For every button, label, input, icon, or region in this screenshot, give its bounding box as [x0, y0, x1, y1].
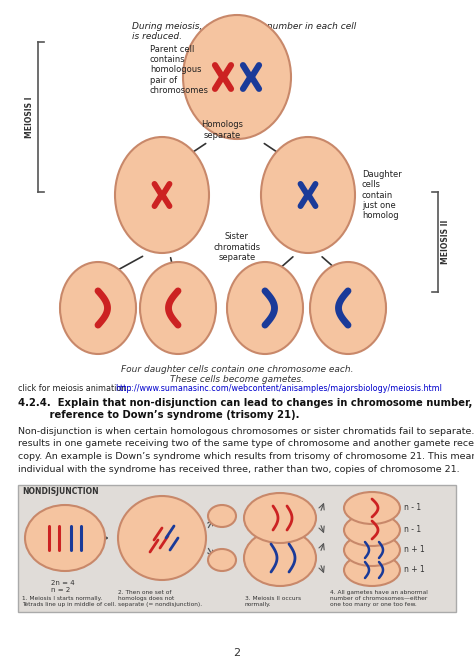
Text: copy. An example is Down’s syndrome which results from trisomy of chromosome 21.: copy. An example is Down’s syndrome whic… — [18, 452, 474, 461]
Text: 3. Meiosis II occurs
normally.: 3. Meiosis II occurs normally. — [245, 596, 301, 607]
Ellipse shape — [244, 530, 316, 586]
Text: MEIOSIS II: MEIOSIS II — [441, 220, 450, 264]
Text: Parent cell
contains
homologous
pair of
chromosomes: Parent cell contains homologous pair of … — [150, 45, 209, 95]
Text: 4. All gametes have an abnormal
number of chromosomes—either
one too many or one: 4. All gametes have an abnormal number o… — [330, 590, 428, 607]
Text: 4.2.4.  Explain that non-disjunction can lead to changes in chromosome number, i: 4.2.4. Explain that non-disjunction can … — [18, 398, 474, 408]
Text: Non-disjunction is when certain homologous chromosomes or sister chromatids fail: Non-disjunction is when certain homologo… — [18, 427, 474, 436]
Ellipse shape — [115, 137, 209, 253]
FancyBboxPatch shape — [18, 485, 456, 612]
Text: results in one gamete receiving two of the same type of chromosome and another g: results in one gamete receiving two of t… — [18, 440, 474, 448]
Text: http://www.sumanasinc.com/webcontent/anisamples/majorsbiology/meiosis.html: http://www.sumanasinc.com/webcontent/ani… — [115, 384, 442, 393]
Ellipse shape — [344, 534, 400, 566]
Text: Homologs
separate: Homologs separate — [201, 121, 243, 140]
Ellipse shape — [183, 15, 291, 139]
Ellipse shape — [25, 505, 105, 571]
Ellipse shape — [140, 262, 216, 354]
Ellipse shape — [344, 492, 400, 524]
Ellipse shape — [227, 262, 303, 354]
Text: NONDISJUNCTION: NONDISJUNCTION — [22, 487, 99, 496]
Text: 1. Meiosis I starts normally.
Tetrads line up in middle of cell.: 1. Meiosis I starts normally. Tetrads li… — [22, 596, 116, 607]
Text: n - 1: n - 1 — [404, 525, 421, 535]
Text: MEIOSIS I: MEIOSIS I — [26, 96, 35, 138]
Text: Four daughter cells contain one chromosome each.
These cells become gametes.: Four daughter cells contain one chromoso… — [121, 365, 353, 385]
Ellipse shape — [208, 505, 236, 527]
Ellipse shape — [310, 262, 386, 354]
Text: 2n = 4
n = 2: 2n = 4 n = 2 — [51, 580, 74, 593]
Ellipse shape — [261, 137, 355, 253]
Text: individual with the syndrome has received three, rather than two, copies of chro: individual with the syndrome has receive… — [18, 464, 460, 474]
Text: During meiosis, chromosome number in each cell
is reduced.: During meiosis, chromosome number in eac… — [132, 22, 356, 42]
Text: n + 1: n + 1 — [404, 565, 425, 574]
Text: Daughter
cells
contain
just one
homolog: Daughter cells contain just one homolog — [362, 170, 402, 220]
Ellipse shape — [118, 496, 206, 580]
Ellipse shape — [60, 262, 136, 354]
Text: click for meiosis animation :: click for meiosis animation : — [18, 384, 134, 393]
Ellipse shape — [344, 514, 400, 546]
Text: 2. Then one set of
homologs does not
separate (= nondisjunction).: 2. Then one set of homologs does not sep… — [118, 590, 202, 607]
Text: n + 1: n + 1 — [404, 545, 425, 555]
Text: reference to Down’s syndrome (trisomy 21).: reference to Down’s syndrome (trisomy 21… — [18, 410, 300, 420]
Ellipse shape — [344, 554, 400, 586]
Text: 2: 2 — [233, 648, 241, 658]
Ellipse shape — [244, 493, 316, 543]
Text: n - 1: n - 1 — [404, 503, 421, 513]
Ellipse shape — [208, 549, 236, 571]
Text: Sister
chromatids
separate: Sister chromatids separate — [213, 232, 261, 262]
